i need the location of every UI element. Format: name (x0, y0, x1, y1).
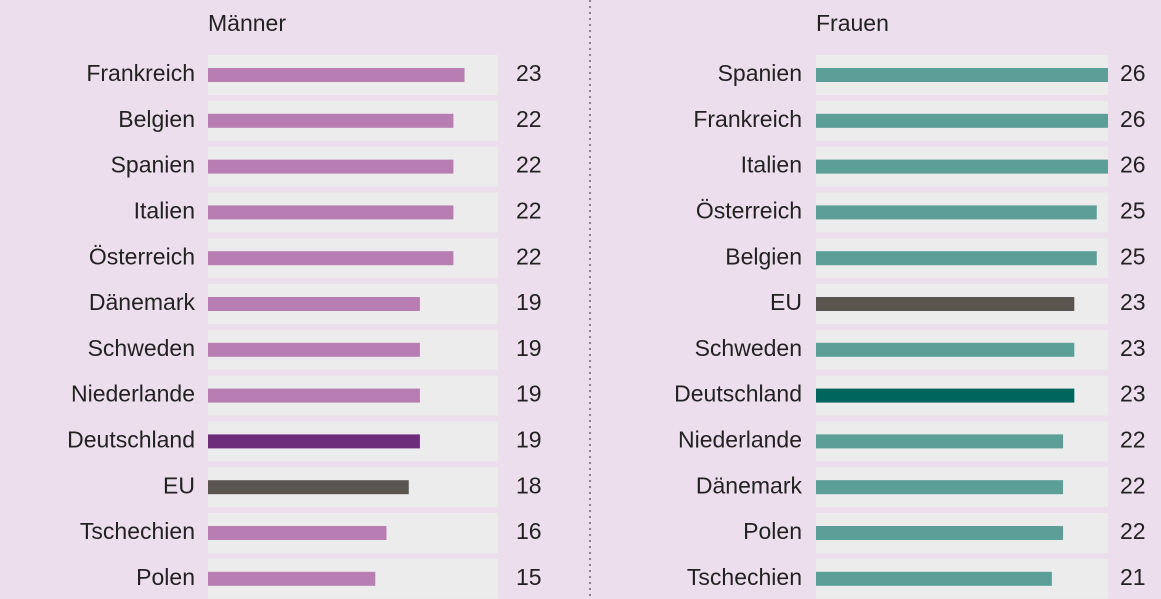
value-label: 19 (516, 335, 542, 361)
bar (816, 297, 1075, 311)
bar (208, 434, 420, 449)
category-label: Dänemark (696, 472, 803, 498)
bar (816, 434, 1064, 449)
bar (208, 526, 387, 540)
category-label: Spanien (111, 152, 195, 178)
category-label: Schweden (88, 335, 195, 361)
category-label: Frankreich (693, 106, 802, 132)
value-label: 19 (516, 381, 542, 407)
category-label: Tschechien (80, 518, 195, 544)
category-label: EU (163, 472, 195, 498)
bar (208, 251, 454, 266)
category-label: Österreich (696, 197, 802, 223)
category-label: Deutschland (67, 426, 195, 452)
value-label: 19 (516, 426, 542, 452)
value-label: 16 (516, 518, 542, 544)
value-label: 22 (516, 197, 542, 223)
category-label: Tschechien (687, 564, 802, 590)
bar (816, 571, 1052, 586)
bar (208, 297, 420, 311)
category-label: Dänemark (89, 289, 196, 315)
category-label: Spanien (718, 60, 802, 86)
bar (208, 113, 454, 128)
bar (208, 342, 420, 357)
bar (208, 159, 454, 174)
value-label: 25 (1120, 243, 1146, 269)
category-label: Belgien (725, 243, 802, 269)
bar (816, 251, 1097, 266)
category-label: Belgien (118, 106, 195, 132)
value-label: 23 (1120, 289, 1146, 315)
value-label: 22 (516, 152, 542, 178)
category-label: Italien (134, 197, 195, 223)
bar (816, 388, 1075, 403)
category-label: Niederlande (678, 426, 802, 452)
value-label: 23 (1120, 381, 1146, 407)
category-label: Niederlande (71, 381, 195, 407)
bar (208, 571, 376, 586)
bar (208, 205, 454, 220)
bar (816, 113, 1108, 128)
category-label: Schweden (695, 335, 802, 361)
value-label: 26 (1120, 152, 1146, 178)
category-label: Deutschland (674, 381, 802, 407)
category-label: Polen (743, 518, 802, 544)
value-label: 19 (516, 289, 542, 315)
value-label: 25 (1120, 197, 1146, 223)
category-label: EU (770, 289, 802, 315)
category-label: Italien (741, 152, 802, 178)
bar (816, 159, 1108, 174)
bar (816, 480, 1064, 495)
value-label: 23 (516, 60, 542, 86)
category-label: Polen (136, 564, 195, 590)
bar (208, 68, 465, 82)
value-label: 22 (516, 243, 542, 269)
value-label: 18 (516, 472, 542, 498)
value-label: 26 (1120, 60, 1146, 86)
value-label: 26 (1120, 106, 1146, 132)
bar (816, 526, 1064, 540)
value-label: 21 (1120, 564, 1146, 590)
value-label: 22 (1120, 426, 1146, 452)
bar (816, 68, 1108, 82)
value-label: 23 (1120, 335, 1146, 361)
category-label: Frankreich (86, 60, 195, 86)
category-label: Österreich (89, 243, 195, 269)
value-label: 22 (1120, 472, 1146, 498)
value-label: 22 (516, 106, 542, 132)
bar (816, 205, 1097, 220)
bar (208, 480, 409, 495)
value-label: 22 (1120, 518, 1146, 544)
bar (816, 342, 1075, 357)
panel-title: Männer (208, 10, 286, 36)
panel-title: Frauen (816, 10, 889, 36)
value-label: 15 (516, 564, 542, 590)
bar (208, 388, 420, 403)
